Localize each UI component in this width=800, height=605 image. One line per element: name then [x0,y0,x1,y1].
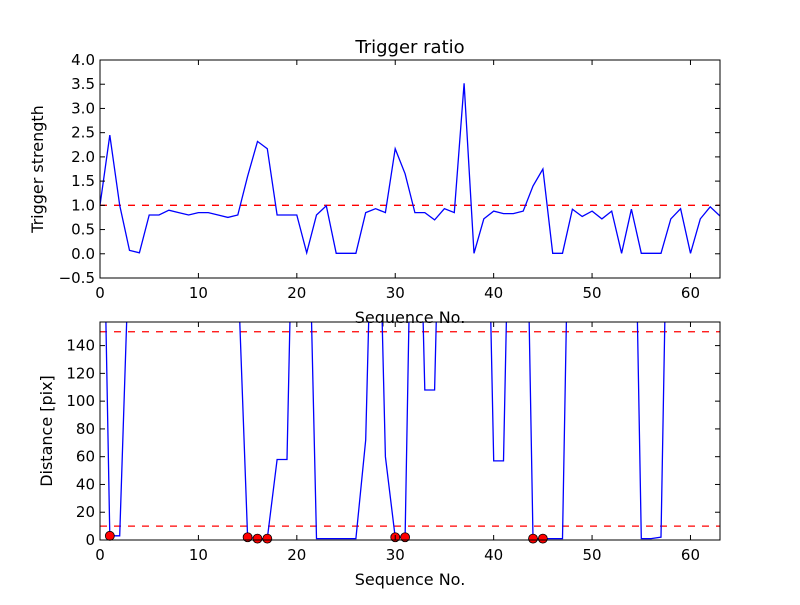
bottom-axes-frame [99,321,721,541]
bottom-marker-point [262,533,273,544]
bottom-series-line [105,322,666,540]
top-plot-area [100,83,720,256]
bottom-x-tick-label: 10 [189,546,208,564]
top-x-tick-label: 50 [583,284,602,302]
top-x-tick-label: 40 [484,284,503,302]
bottom-y-tick-label: 100 [66,392,95,410]
top-y-tick-label: 4.0 [71,51,95,69]
bottom-marker-point [252,533,263,544]
bottom-x-tick-label: 20 [287,546,306,564]
top-y-tick-label: 2.0 [71,148,95,166]
top-y-tick-label: 0.0 [71,245,95,263]
top-axes-frame [99,59,721,279]
top-y-tick-label: −0.5 [59,269,95,287]
bottom-plot-area [100,322,720,540]
top-y-tick-label: 1.5 [71,172,95,190]
top-x-tick-label: 60 [681,284,700,302]
top-y-tick-label: 1.0 [71,196,95,214]
top-y-tick-label: 3.0 [71,99,95,117]
top-x-tick-label: 0 [95,284,105,302]
bottom-marker-point [537,533,548,544]
top-x-tick-label: 10 [189,284,208,302]
top-x-tick-label: 30 [386,284,405,302]
bottom-y-tick-label: 40 [76,475,95,493]
bottom-y-tick-label: 140 [66,337,95,355]
top-series-line [100,83,720,256]
bottom-marker-point [528,533,538,544]
bottom-y-tick-label: 80 [76,420,95,438]
top-x-axis-label: Sequence No. [355,308,466,327]
bottom-x-tick-label: 60 [681,546,700,564]
bottom-marker-point [242,532,253,543]
bottom-marker-point [400,532,410,543]
top-y-axis-label: Trigger strength [28,105,47,234]
bottom-x-axis-label: Sequence No. [355,570,466,589]
bottom-y-tick-label: 20 [76,503,95,521]
bottom-y-tick-label: 120 [66,364,95,382]
bottom-y-tick-label: 0 [85,531,95,549]
top-x-tick-label: 20 [287,284,306,302]
bottom-x-tick-label: 30 [386,546,405,564]
bottom-marker-point [104,530,115,541]
top-y-tick-label: 0.5 [71,221,95,239]
bottom-x-tick-label: 0 [95,546,105,564]
bottom-x-tick-label: 40 [484,546,503,564]
bottom-y-tick-label: 60 [76,448,95,466]
bottom-x-tick-label: 50 [583,546,602,564]
chart-title: Trigger ratio [354,37,464,58]
bottom-y-axis-label: Distance [pix] [37,375,56,487]
top-y-tick-label: 3.5 [71,75,95,93]
top-y-tick-label: 2.5 [71,124,95,142]
